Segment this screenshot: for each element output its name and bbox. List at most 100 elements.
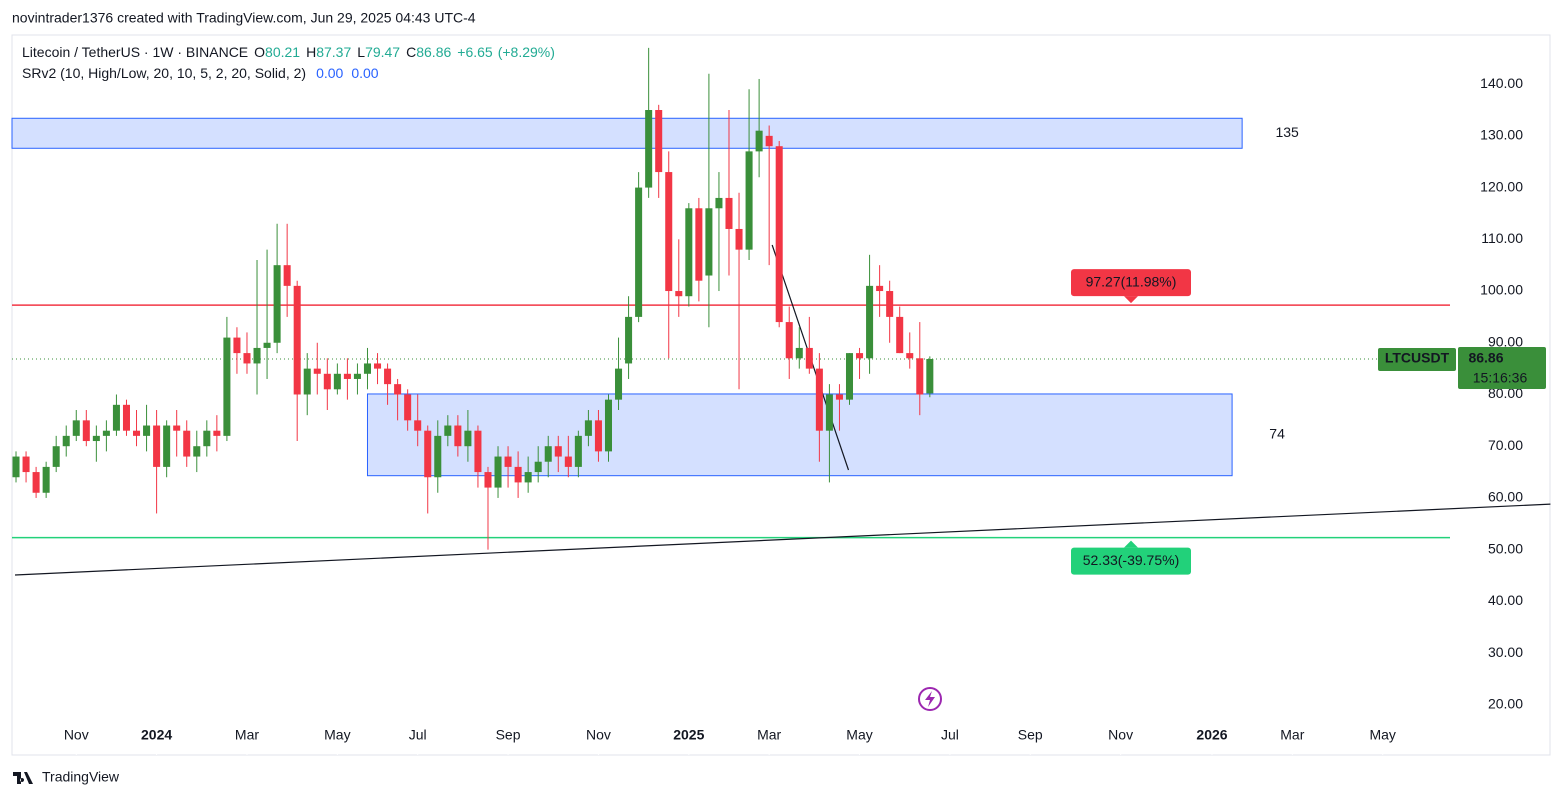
trendline	[14, 503, 1551, 576]
candle-body	[82, 420, 90, 442]
x-tick-label: Mar	[1280, 727, 1304, 743]
candle-body	[283, 265, 291, 286]
brand-logo	[13, 772, 33, 784]
y-tick-label: 140.00	[1480, 75, 1523, 91]
candle-body	[615, 368, 623, 400]
x-tick-label: May	[1369, 727, 1395, 743]
candle-body	[394, 384, 402, 395]
x-tick-label: May	[846, 727, 872, 743]
candle-body	[273, 265, 281, 343]
candle-body	[896, 316, 904, 354]
x-tick-label: Nov	[1108, 727, 1133, 743]
candle-body	[253, 347, 261, 364]
x-tick-label: Mar	[757, 727, 781, 743]
header: novintrader1376 created with TradingView…	[12, 10, 476, 26]
candle-body	[122, 404, 130, 431]
zone-label: 135	[1275, 124, 1299, 140]
y-tick-label: 100.00	[1480, 282, 1523, 298]
candle-body	[755, 130, 763, 152]
level-label: 52.33(-39.75%)	[1083, 552, 1180, 568]
x-tick-label: Mar	[235, 727, 259, 743]
candle-body	[534, 461, 542, 473]
level-badge	[1071, 547, 1191, 575]
candle-body	[173, 425, 181, 431]
candle-body	[765, 135, 773, 147]
legend: Litecoin / TetherUS · 1W · BINANCE O80.21…	[22, 44, 555, 60]
candle-body	[363, 363, 371, 374]
candle-body	[775, 146, 783, 323]
zone	[11, 117, 1243, 149]
candle-body	[293, 285, 301, 395]
candle-body	[785, 322, 793, 359]
x-tick-label: Jul	[409, 727, 427, 743]
candle-body	[193, 446, 201, 457]
y-tick-label: 50.00	[1488, 540, 1523, 556]
footer: TradingView	[42, 769, 120, 785]
ohlc-value: 79.47	[365, 44, 400, 60]
candle-body	[805, 347, 813, 369]
candle-body	[544, 446, 552, 462]
candle-body	[645, 110, 653, 188]
icon-ring	[918, 687, 942, 711]
x-tick-label: 2024	[141, 727, 172, 743]
candle-body	[574, 435, 582, 467]
candle-body	[203, 430, 211, 447]
level-label: 97.27(11.98%)	[1086, 273, 1177, 289]
candle-body	[584, 420, 592, 436]
candle-body	[52, 446, 60, 467]
x-tick-label: Sep	[1018, 727, 1043, 743]
ohlc-label: L	[357, 44, 365, 60]
x-tick-label: Sep	[496, 727, 521, 743]
indicator-value: 0.00	[351, 65, 378, 81]
ohlc-value: 86.86	[416, 44, 451, 60]
candle-body	[594, 420, 602, 452]
candle-body	[635, 187, 643, 317]
candle-body	[715, 197, 723, 209]
candle-body	[795, 347, 803, 359]
candle-body	[464, 430, 472, 447]
candle-body	[333, 373, 341, 390]
candle-body	[825, 394, 833, 431]
y-tick-label: 80.00	[1488, 385, 1523, 401]
level-arrow	[1124, 540, 1138, 548]
candle-body	[92, 435, 100, 442]
candle-body	[143, 425, 151, 436]
candle-body	[856, 353, 864, 359]
candle-body	[554, 446, 562, 457]
level-badge	[1071, 269, 1191, 297]
indicator-legend: SRv2 (10, High/Low, 20, 10, 5, 2, 20, So…	[22, 65, 379, 81]
y-tick-label: 120.00	[1480, 178, 1523, 194]
candle-body	[424, 430, 432, 478]
candle-body	[353, 373, 361, 379]
ohlc-label: O	[254, 44, 265, 60]
ohlc-label: H	[306, 44, 316, 60]
candle-body	[504, 456, 512, 467]
candle-body	[303, 368, 311, 395]
symbol-label: LTCUSDT	[1385, 350, 1450, 366]
replay-icon[interactable]	[918, 687, 942, 711]
countdown: 15:16:36	[1473, 370, 1528, 386]
y-tick-label: 40.00	[1488, 592, 1523, 608]
candle-body	[384, 368, 392, 385]
y-tick-label: 30.00	[1488, 644, 1523, 660]
candle-body	[213, 430, 221, 436]
candle-body	[745, 151, 753, 250]
x-tick-label: Jul	[941, 727, 959, 743]
candle-body	[735, 228, 743, 250]
candle-body	[343, 373, 351, 379]
zone-label: 74	[1269, 426, 1285, 442]
x-tick-label: 2025	[673, 727, 704, 743]
candle-body	[886, 291, 894, 317]
candle-body	[313, 368, 321, 374]
candle-body	[153, 425, 161, 467]
y-tick-label: 70.00	[1488, 437, 1523, 453]
candle-body	[845, 353, 854, 400]
candle-body	[323, 373, 331, 390]
icon-bolt	[925, 691, 935, 707]
candle-body	[414, 420, 422, 431]
candle-body	[133, 430, 141, 436]
y-tick-label: 90.00	[1488, 333, 1523, 349]
candle-body	[625, 316, 633, 364]
price-label: 86.86	[1468, 350, 1503, 366]
